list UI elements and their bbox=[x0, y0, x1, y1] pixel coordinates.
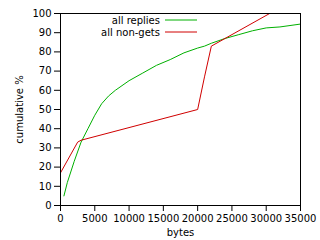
svg-text:35000: 35000 bbox=[285, 213, 317, 224]
svg-text:30: 30 bbox=[39, 142, 52, 153]
svg-text:70: 70 bbox=[39, 65, 52, 76]
svg-text:80: 80 bbox=[39, 46, 52, 57]
svg-text:5000: 5000 bbox=[82, 213, 107, 224]
svg-text:0: 0 bbox=[45, 200, 51, 211]
svg-text:30000: 30000 bbox=[250, 213, 282, 224]
svg-text:20000: 20000 bbox=[182, 213, 214, 224]
svg-text:bytes: bytes bbox=[167, 227, 195, 238]
svg-text:0: 0 bbox=[57, 213, 63, 224]
svg-text:40: 40 bbox=[39, 123, 52, 134]
svg-text:90: 90 bbox=[39, 27, 52, 38]
svg-text:cumulative %: cumulative % bbox=[14, 75, 25, 143]
svg-text:50: 50 bbox=[39, 104, 52, 115]
svg-text:15000: 15000 bbox=[147, 213, 179, 224]
svg-text:100: 100 bbox=[32, 8, 51, 19]
svg-text:25000: 25000 bbox=[216, 213, 248, 224]
svg-text:60: 60 bbox=[39, 85, 52, 96]
svg-text:all non-gets: all non-gets bbox=[101, 27, 160, 38]
svg-text:all replies: all replies bbox=[112, 15, 160, 26]
svg-text:10: 10 bbox=[39, 181, 52, 192]
svg-text:10000: 10000 bbox=[113, 213, 145, 224]
svg-text:20: 20 bbox=[39, 161, 52, 172]
